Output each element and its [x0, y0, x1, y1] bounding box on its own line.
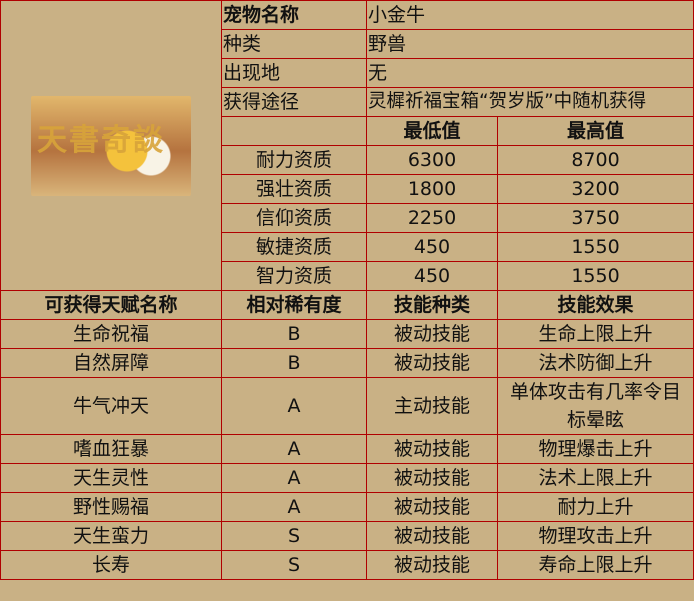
talent-rarity: A	[221, 492, 367, 522]
talent-row: 生命祝福 B 被动技能 生命上限上升	[0, 319, 694, 349]
stat-row: 强壮资质 1800 3200	[1, 174, 694, 204]
location-value: 无	[365, 58, 694, 88]
pet-image: 天書奇談	[31, 95, 191, 196]
talent-name: 野性赐福	[0, 492, 222, 522]
stat-max: 8700	[496, 145, 694, 175]
talent-name: 长寿	[0, 550, 222, 580]
talent-kind: 被动技能	[366, 521, 498, 551]
talent-rarity: B	[221, 319, 367, 349]
talent-effect: 生命上限上升	[496, 319, 694, 349]
stat-name: 信仰资质	[221, 203, 367, 233]
effect-header: 技能效果	[496, 290, 694, 320]
type-label: 种类	[221, 29, 367, 59]
talent-row: 野性赐福 A 被动技能 耐力上升	[0, 492, 694, 522]
kind-header: 技能种类	[366, 290, 498, 320]
pet-info-table: 天書奇談 宠物名称 小金牛 种类 野兽 出现地无 获得途径 灵樨祈福宝箱“贺岁版”中…	[0, 0, 694, 580]
empty-header	[221, 116, 367, 146]
talent-rarity: A	[221, 434, 367, 464]
stat-max: 1550	[496, 261, 694, 291]
talent-header-row: 可获得天赋名称 相对稀有度 技能种类 技能效果	[0, 290, 694, 320]
talent-kind: 主动技能	[366, 377, 498, 435]
stat-row: 耐力资质 6300 8700	[1, 145, 694, 175]
talent-name: 天生灵性	[0, 463, 222, 493]
max-header: 最高值	[496, 116, 694, 146]
talent-rarity: S	[221, 521, 367, 551]
talent-rarity: A	[221, 463, 367, 493]
stat-row: 智力资质 450 1550	[1, 261, 694, 291]
talent-name: 牛气冲天	[0, 377, 222, 435]
talent-name-header: 可获得天赋名称	[0, 290, 222, 320]
source-value: 灵樨祈福宝箱“贺岁版”中随机获得	[365, 87, 694, 117]
talent-effect: 寿命上限上升	[496, 550, 694, 580]
talent-name: 自然屏障	[0, 348, 222, 378]
talent-kind: 被动技能	[366, 492, 498, 522]
source-label: 获得途径	[221, 87, 367, 117]
stat-name: 强壮资质	[221, 174, 367, 204]
talent-kind: 被动技能	[366, 463, 498, 493]
talent-row: 牛气冲天 A 主动技能 单体攻击有几率令目标晕眩	[0, 377, 694, 435]
talent-effect: 物理爆击上升	[496, 434, 694, 464]
talent-effect: 物理攻击上升	[496, 521, 694, 551]
talent-rarity: B	[221, 348, 367, 378]
talent-kind: 被动技能	[366, 348, 498, 378]
pet-name-label: 宠物名称	[221, 0, 367, 30]
talent-row: 自然屏障 B 被动技能 法术防御上升	[0, 348, 694, 378]
stat-min: 2250	[366, 203, 498, 233]
stat-max: 3200	[496, 174, 694, 204]
pet-image-cell: 天書奇談	[0, 0, 222, 291]
rarity-header: 相对稀有度	[221, 290, 367, 320]
talent-kind: 被动技能	[366, 550, 498, 580]
talent-rarity: S	[221, 550, 367, 580]
talent-effect: 单体攻击有几率令目标晕眩	[496, 377, 694, 435]
type-value: 野兽	[365, 29, 694, 59]
stat-row: 敏捷资质 450 1550	[1, 232, 694, 262]
talent-rarity: A	[221, 377, 367, 435]
talent-row: 天生灵性 A 被动技能 法术上限上升	[0, 463, 694, 493]
stat-max: 1550	[496, 232, 694, 262]
stat-name: 敏捷资质	[221, 232, 367, 262]
talent-row: 天生蛮力 S 被动技能 物理攻击上升	[0, 521, 694, 551]
talent-kind: 被动技能	[366, 319, 498, 349]
talent-row: 长寿 S 被动技能 寿命上限上升	[0, 550, 694, 580]
stat-row: 信仰资质 2250 3750	[1, 203, 694, 233]
talent-effect: 法术上限上升	[496, 463, 694, 493]
stat-name: 耐力资质	[221, 145, 367, 175]
talent-name: 嗜血狂暴	[0, 434, 222, 464]
talent-row: 嗜血狂暴 A 被动技能 物理爆击上升	[0, 434, 694, 464]
location-label: 出现地	[221, 58, 367, 88]
stat-min: 450	[366, 261, 498, 291]
pet-name: 小金牛	[365, 0, 694, 30]
stat-min: 6300	[366, 145, 498, 175]
min-header: 最低值	[366, 116, 498, 146]
talent-kind: 被动技能	[366, 434, 498, 464]
stat-min: 450	[366, 232, 498, 262]
talent-effect: 耐力上升	[496, 492, 694, 522]
talent-name: 天生蛮力	[0, 521, 222, 551]
stat-name: 智力资质	[221, 261, 367, 291]
talent-name: 生命祝福	[0, 319, 222, 349]
stat-min: 1800	[366, 174, 498, 204]
talent-effect: 法术防御上升	[496, 348, 694, 378]
pet-image-logo-text: 天書奇談	[37, 122, 165, 158]
stat-max: 3750	[496, 203, 694, 233]
